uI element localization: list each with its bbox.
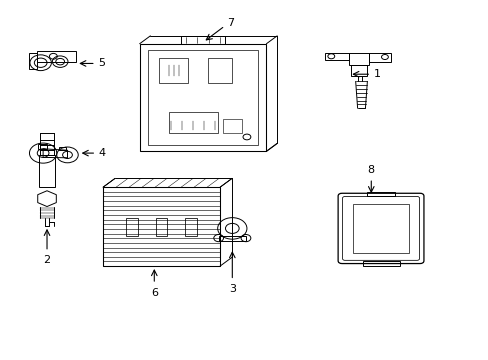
Text: 6: 6 xyxy=(150,288,158,298)
Bar xyxy=(222,119,242,134)
Bar xyxy=(362,261,399,266)
Text: 5: 5 xyxy=(98,58,105,68)
Bar xyxy=(184,218,196,235)
Text: 2: 2 xyxy=(43,255,50,265)
Bar xyxy=(140,44,266,151)
Bar xyxy=(207,58,232,83)
Text: 3: 3 xyxy=(228,284,235,294)
Bar xyxy=(352,204,408,253)
Text: 8: 8 xyxy=(367,165,374,175)
Bar xyxy=(159,58,188,83)
Text: 1: 1 xyxy=(373,69,380,79)
Bar xyxy=(148,50,257,145)
Bar xyxy=(103,187,220,266)
Text: 7: 7 xyxy=(227,18,234,28)
Bar xyxy=(181,36,224,44)
Bar xyxy=(168,112,217,134)
Bar xyxy=(39,155,55,187)
Bar xyxy=(156,218,167,235)
Text: 4: 4 xyxy=(98,148,105,158)
Bar xyxy=(366,192,394,196)
Bar xyxy=(126,218,138,235)
